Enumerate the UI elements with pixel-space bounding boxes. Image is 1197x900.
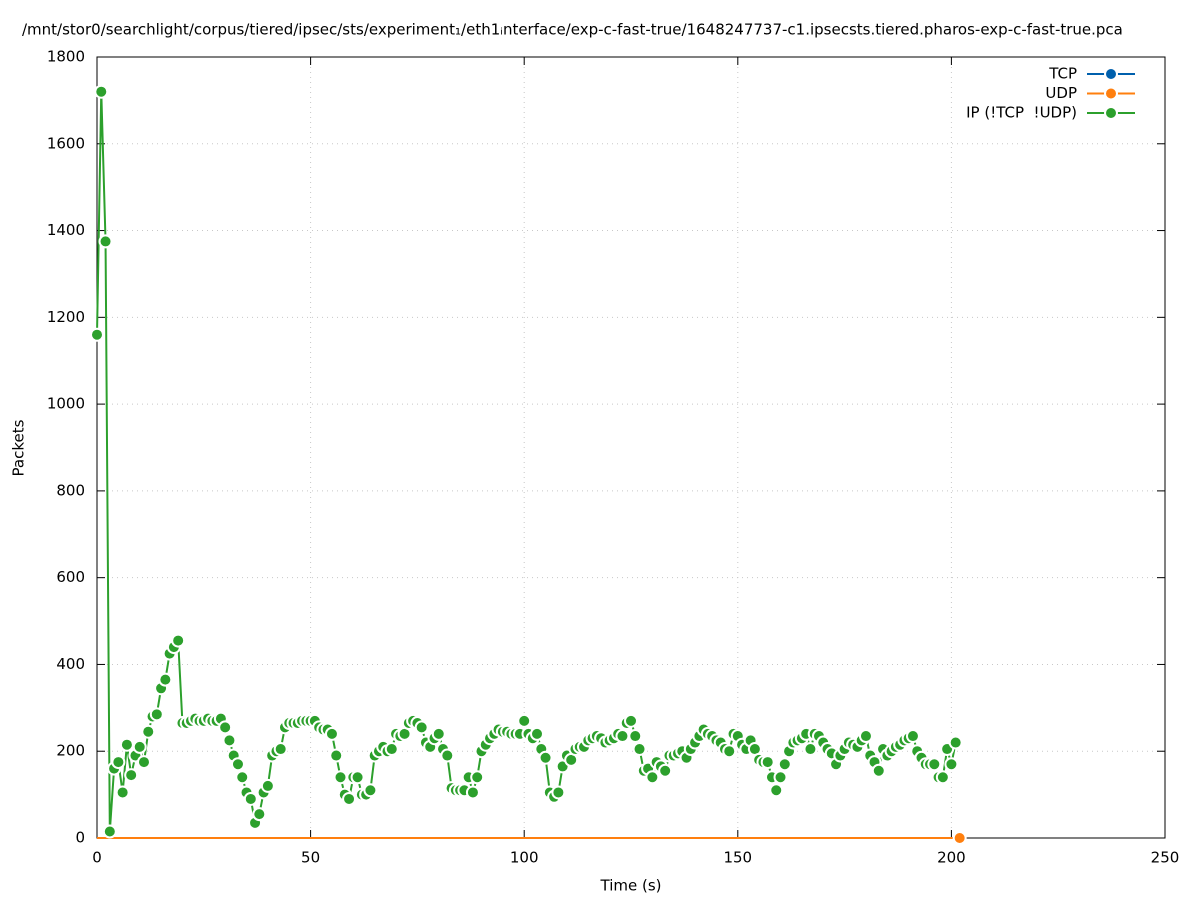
- y-tick-label: 800: [56, 481, 85, 499]
- data-point: [141, 724, 156, 739]
- data-point: [645, 770, 660, 785]
- x-tick-label: 250: [1151, 849, 1180, 867]
- data-point: [871, 763, 886, 778]
- data-point: [324, 726, 339, 741]
- legend-label: UDP: [1045, 84, 1077, 102]
- data-point: [414, 720, 429, 735]
- x-axis-label: Time (s): [600, 877, 662, 895]
- data-point: [102, 824, 117, 839]
- data-point: [470, 770, 485, 785]
- data-point: [342, 791, 357, 806]
- data-point: [760, 755, 775, 770]
- data-point: [935, 770, 950, 785]
- legend-marker: [1104, 86, 1118, 101]
- data-point: [440, 748, 455, 763]
- data-point: [329, 748, 344, 763]
- data-point: [90, 327, 104, 342]
- data-point: [632, 742, 647, 757]
- data-point: [136, 755, 151, 770]
- data-point: [858, 729, 873, 744]
- data-point: [243, 791, 258, 806]
- data-point: [222, 733, 237, 748]
- data-point: [218, 720, 233, 735]
- legend-marker: [1104, 67, 1118, 81]
- data-point: [171, 633, 186, 648]
- data-point: [273, 742, 288, 757]
- data-point: [98, 234, 113, 249]
- x-tick-label: 0: [92, 849, 102, 867]
- data-point: [333, 770, 348, 785]
- data-point: [350, 770, 365, 785]
- y-tick-label: 1200: [47, 308, 85, 326]
- data-point: [551, 785, 566, 800]
- data-point: [465, 785, 480, 800]
- y-tick-label: 600: [56, 568, 85, 586]
- x-tick-label: 100: [510, 849, 539, 867]
- legend-label: TCP: [1048, 65, 1077, 83]
- data-point: [773, 770, 788, 785]
- x-tick-label: 200: [937, 849, 966, 867]
- y-tick-label: 1800: [47, 48, 85, 66]
- data-point: [530, 726, 545, 741]
- data-point: [769, 783, 784, 798]
- data-point: [658, 763, 673, 778]
- data-point: [944, 757, 959, 772]
- data-point: [252, 807, 267, 822]
- data-point: [431, 726, 446, 741]
- data-point: [94, 84, 109, 99]
- data-point: [628, 729, 643, 744]
- y-tick-label: 200: [56, 742, 85, 760]
- data-point: [624, 713, 638, 728]
- data-point: [777, 757, 792, 772]
- data-point: [615, 729, 630, 744]
- data-point: [803, 742, 818, 757]
- data-point: [260, 778, 275, 793]
- x-tick-label: 50: [301, 849, 320, 867]
- data-point: [132, 739, 147, 754]
- y-tick-label: 0: [75, 829, 85, 847]
- data-point: [111, 755, 126, 770]
- data-point: [363, 783, 378, 798]
- data-point: [230, 757, 245, 772]
- y-tick-label: 400: [56, 655, 85, 673]
- data-point: [115, 785, 130, 800]
- chart-title: /mnt/stor0/searchlight/corpus/tiered/ips…: [22, 21, 1123, 39]
- y-tick-label: 1600: [47, 134, 85, 152]
- data-point: [948, 735, 963, 750]
- legend-label: IP (!TCP !UDP): [966, 104, 1077, 122]
- data-point: [722, 744, 737, 759]
- data-point: [119, 737, 134, 752]
- x-tick-label: 150: [723, 849, 752, 867]
- data-point: [384, 742, 399, 757]
- data-point: [235, 770, 250, 785]
- y-axis-label: Packets: [10, 419, 28, 476]
- data-point: [517, 713, 532, 728]
- legend-marker: [1104, 106, 1118, 120]
- y-tick-label: 1400: [47, 221, 85, 239]
- data-point: [952, 831, 967, 845]
- data-point: [905, 729, 920, 744]
- data-point: [927, 757, 942, 772]
- data-point: [149, 707, 164, 722]
- y-tick-label: 1000: [47, 395, 85, 413]
- data-point: [124, 768, 139, 783]
- data-point: [538, 750, 553, 765]
- data-point: [158, 672, 173, 687]
